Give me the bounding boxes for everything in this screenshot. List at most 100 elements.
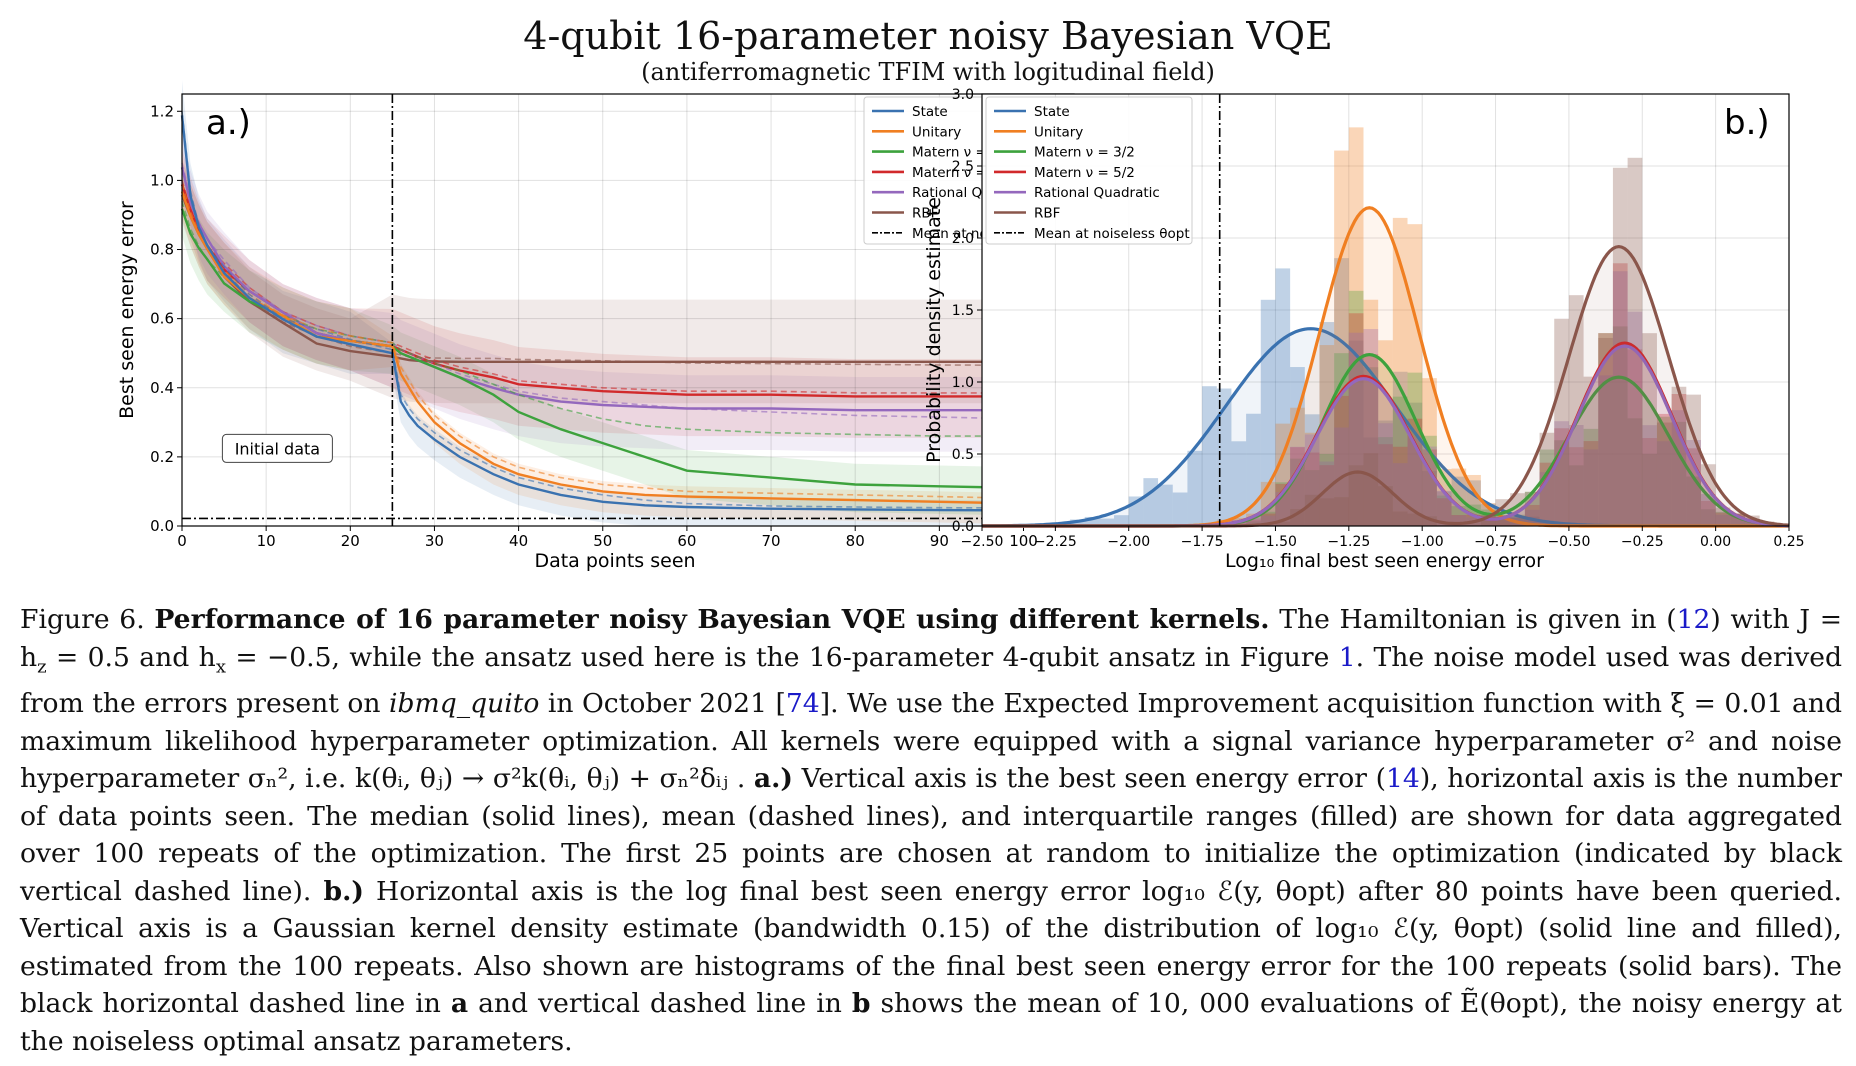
histogram-bar xyxy=(1407,418,1423,526)
histogram-bar xyxy=(1158,484,1173,526)
histogram-bar xyxy=(1378,423,1393,526)
histogram-bar xyxy=(1495,515,1511,526)
histograms xyxy=(1070,127,1775,527)
caption-label-b: b.) xyxy=(323,875,364,907)
histogram-bar xyxy=(1524,516,1540,526)
x-tick-label: −0.25 xyxy=(1621,534,1664,550)
caption-text: = 0.5 and h xyxy=(46,641,216,673)
caption-text: . The noise model used was derived from … xyxy=(20,641,1843,720)
ref-link-74[interactable]: 74 xyxy=(785,688,820,720)
histogram-bar xyxy=(1348,465,1364,526)
x-tick-label: 50 xyxy=(593,532,612,550)
y-tick-label: 1.0 xyxy=(952,375,974,391)
histogram-bar xyxy=(1495,517,1511,526)
panel-label-a: a.) xyxy=(206,103,251,143)
kde-curves xyxy=(982,206,1790,528)
x-tick-label: −2.00 xyxy=(1107,534,1150,550)
histogram-bar xyxy=(1392,463,1408,526)
histogram-bar xyxy=(1304,470,1320,526)
caption-text: ]. We use the Expected Improvement acqui… xyxy=(20,688,1843,795)
histogram-bar xyxy=(1275,521,1291,526)
caption-text: Horizontal axis is the log final best se… xyxy=(20,875,1842,1020)
x-tick-label: 40 xyxy=(509,532,528,550)
ref-link-14[interactable]: 14 xyxy=(1385,763,1420,795)
x-tick-label: 90 xyxy=(930,532,949,550)
histogram-bar xyxy=(1436,495,1452,526)
histogram-bar xyxy=(1642,425,1657,526)
x-tick-label: 70 xyxy=(762,532,781,550)
histogram-bar xyxy=(1715,511,1731,526)
histogram-bar xyxy=(1392,511,1408,526)
histogram-bar xyxy=(1583,376,1599,526)
x-tick-label: −0.75 xyxy=(1474,534,1517,550)
histogram-bar xyxy=(1422,516,1437,526)
y-axis-label: Probability density estimate xyxy=(923,197,945,463)
legend: State Unitary Matern ν = 3/2 Matern ν = 5/2… xyxy=(985,96,1193,245)
series-lines xyxy=(180,111,1074,512)
histogram-bar xyxy=(1715,514,1731,526)
histogram-bar xyxy=(1715,512,1731,526)
histogram-bar xyxy=(1275,482,1291,526)
legend-label: Unitary xyxy=(1034,124,1083,140)
histogram-bar xyxy=(1436,490,1452,526)
legend-label: Mean at noiseless θopt xyxy=(1034,226,1190,242)
legend-label: Rational Quadratic xyxy=(1034,185,1160,201)
legend-label: RBF xyxy=(1034,206,1060,222)
legend-box xyxy=(985,96,1193,245)
x-tick-label: −2.50 xyxy=(961,534,1004,550)
iqr-band xyxy=(182,132,1074,452)
histogram-bar xyxy=(1568,425,1584,526)
ref-link-1[interactable]: 1 xyxy=(1338,641,1356,673)
histogram-bar xyxy=(1627,349,1643,526)
figure-caption: Figure 6. Performance of 16 parameter no… xyxy=(20,604,1843,1057)
caption-bold-b: b xyxy=(851,988,871,1020)
median-line xyxy=(180,191,1074,505)
histogram-bar xyxy=(1363,453,1379,526)
histogram-bar xyxy=(1304,494,1320,526)
histogram-bar xyxy=(1334,395,1349,526)
histogram-bar xyxy=(1246,519,1261,526)
y-tick-label: 2.0 xyxy=(952,231,974,247)
histogram-bar xyxy=(1172,492,1188,526)
legend-label: State xyxy=(1034,104,1070,120)
histogram-bar xyxy=(1451,476,1467,526)
x-tick-label: 0.25 xyxy=(1773,534,1804,550)
x-tick-label: 0 xyxy=(177,532,187,550)
histogram-bar xyxy=(1583,441,1599,526)
histogram-bar xyxy=(1480,515,1496,526)
legend-label: State xyxy=(912,104,948,120)
histogram-bar xyxy=(1495,515,1511,526)
median-line xyxy=(180,115,1074,512)
caption-text: ), horizontal axis is the number of data… xyxy=(20,763,1842,907)
histogram-bar xyxy=(1304,432,1320,526)
histogram-bar xyxy=(1363,354,1379,526)
caption-label-a: a.) xyxy=(753,763,793,795)
x-tick-label: 100 xyxy=(1009,532,1038,550)
ref-link-12[interactable]: 12 xyxy=(1676,604,1711,635)
histogram-bar xyxy=(1246,413,1261,526)
iqr-band xyxy=(182,159,1074,404)
x-tick-label: −2.25 xyxy=(1034,534,1077,550)
histogram-bar xyxy=(1700,501,1716,526)
histogram-bar xyxy=(1319,465,1335,526)
histogram-bar xyxy=(1363,437,1379,526)
histogram-bar xyxy=(1436,491,1452,526)
histogram-bar xyxy=(1378,486,1393,526)
caption-text: = −0.5, while the ansatz used here is th… xyxy=(225,641,1339,673)
annotation-box xyxy=(221,433,333,463)
x-tick-label: 60 xyxy=(677,532,696,550)
histogram-bar xyxy=(1612,263,1628,526)
figure-title: 4-qubit 16-parameter noisy Bayesian VQE xyxy=(523,14,1333,58)
histogram-bar xyxy=(1392,217,1408,526)
y-tick-label: 1.0 xyxy=(150,171,174,189)
x-tick-label: 80 xyxy=(846,532,865,550)
panel-label-b: b.) xyxy=(1724,103,1770,143)
histogram-bar xyxy=(1407,437,1423,526)
caption-text: in October 2021 [ xyxy=(539,688,786,720)
histogram-bar xyxy=(1114,515,1129,526)
histogram-bar xyxy=(1495,517,1511,526)
histogram-bar xyxy=(1510,514,1525,526)
iqr-band xyxy=(182,149,1074,438)
y-tick-label: 0.5 xyxy=(952,447,974,463)
histogram-bar xyxy=(1656,422,1672,526)
